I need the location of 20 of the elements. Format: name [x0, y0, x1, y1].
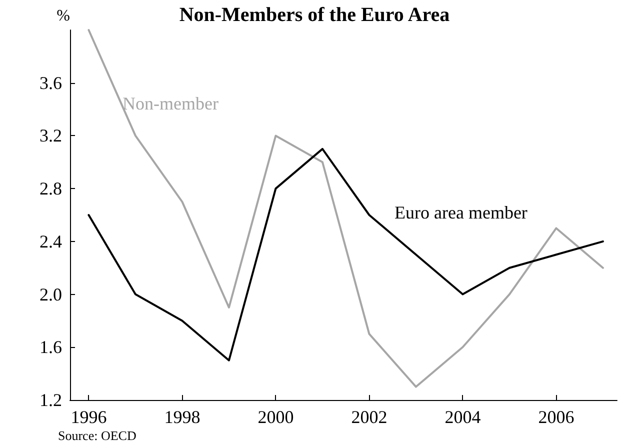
x-tick-label: 2004: [444, 407, 481, 427]
x-tick-label: 2000: [258, 407, 294, 427]
y-tick-label: 3.2: [40, 126, 62, 146]
series-label: Euro area member: [394, 202, 528, 223]
x-tick-label: 1996: [70, 407, 107, 427]
y-tick-label: 2.0: [40, 284, 62, 304]
line-series: [88, 148, 604, 362]
y-tick-label: 2.4: [40, 231, 62, 252]
series-label: Non-member: [122, 94, 218, 114]
x-tick-label: 2006: [538, 407, 574, 427]
y-tick-label: 3.6: [40, 72, 62, 93]
y-tick-label: 1.6: [40, 337, 62, 358]
line-series: [88, 29, 604, 388]
x-tick-label: 2002: [351, 407, 388, 427]
source-note: Source: OECD: [58, 428, 136, 443]
chart-title: Non-Members of the Euro Area: [179, 4, 450, 26]
y-tick-label: 2.8: [40, 178, 62, 199]
x-tick-label: 1998: [164, 407, 200, 427]
y-axis-title: %: [56, 8, 70, 24]
y-tick-label: 1.2: [40, 390, 62, 410]
